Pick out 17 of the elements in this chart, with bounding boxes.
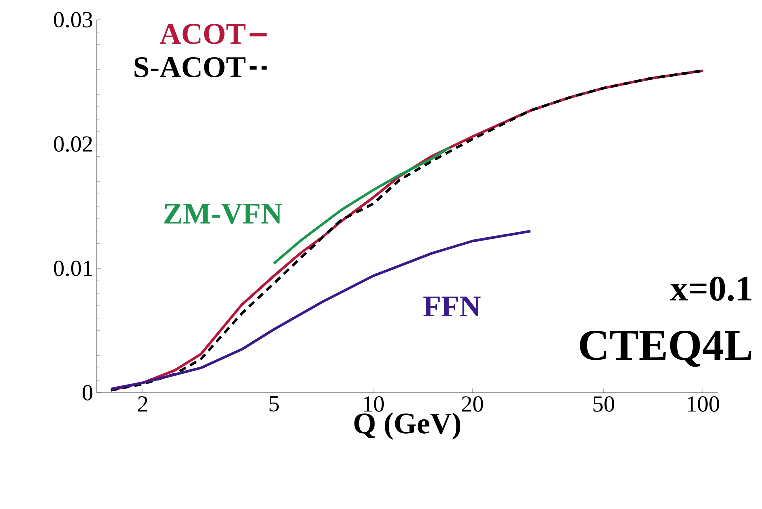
x-tick-label: 10 bbox=[364, 396, 384, 412]
y-tick-label: 0.02 bbox=[54, 136, 92, 152]
legend-label: ACOT bbox=[160, 24, 246, 44]
x-tick-label: 20 bbox=[462, 396, 484, 412]
series-label: ZM-VFN bbox=[164, 204, 282, 224]
x-tick-label: 50 bbox=[594, 396, 614, 412]
y-tick-label: 0 bbox=[82, 385, 93, 401]
x-tick-label: 100 bbox=[688, 396, 720, 412]
series-label: FFN bbox=[424, 296, 481, 316]
x-tick-label: 5 bbox=[270, 396, 280, 412]
annotation: x=0.1 bbox=[670, 276, 752, 302]
x-axis-title: Q (GeV) bbox=[354, 412, 461, 440]
y-tick-label: 0.01 bbox=[54, 260, 92, 276]
annotation: CTEQ4L bbox=[580, 330, 752, 368]
x-tick-label: 2 bbox=[138, 396, 148, 412]
y-tick-label: 0.03 bbox=[54, 12, 93, 28]
legend-label: S-ACOT bbox=[134, 57, 246, 78]
